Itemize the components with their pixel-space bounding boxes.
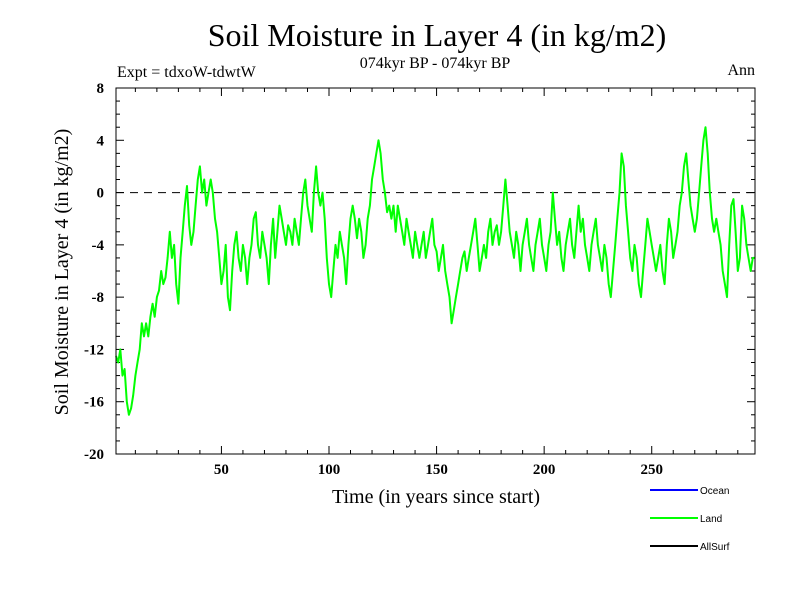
y-tick-label: -4 — [92, 238, 105, 254]
legend-label-allsurf: AllSurf — [700, 542, 730, 553]
axis-ticks — [116, 87, 755, 455]
y-axis-label: Soil Moisture in Layer 4 (in kg/m2) — [51, 129, 73, 416]
series-line-land — [115, 126, 755, 416]
y-tick-label: -16 — [84, 395, 104, 411]
y-tick-label: 4 — [97, 133, 105, 149]
y-tick-label: -12 — [84, 342, 104, 358]
legend-label-ocean: Ocean — [700, 486, 729, 497]
y-tick-label: 8 — [97, 81, 105, 97]
legend: Ocean Land AllSurf — [650, 486, 730, 553]
x-tick-label: 200 — [533, 462, 556, 478]
season-label: Ann — [727, 62, 755, 79]
y-tick-label: -8 — [92, 290, 105, 306]
y-tick-label: -20 — [84, 447, 104, 463]
chart-subtitle: 074kyr BP - 074kyr BP — [360, 55, 511, 72]
x-tick-label: 100 — [318, 462, 341, 478]
legend-label-land: Land — [700, 514, 722, 525]
experiment-label: Expt = tdxoW-tdwtW — [117, 64, 257, 81]
x-tick-label: 50 — [214, 462, 229, 478]
y-tick-label: 0 — [97, 186, 105, 202]
chart-title: Soil Moisture in Layer 4 (in kg/m2) — [208, 17, 667, 53]
axis-tick-labels: -20 -16 -12 -8 -4 0 4 8 50 100 150 200 250 — [84, 81, 663, 478]
plot-frame — [115, 87, 756, 455]
x-tick-label: 150 — [425, 462, 448, 478]
x-axis-label: Time (in years since start) — [332, 486, 540, 508]
series-group — [115, 126, 755, 416]
x-tick-label: 250 — [640, 462, 663, 478]
